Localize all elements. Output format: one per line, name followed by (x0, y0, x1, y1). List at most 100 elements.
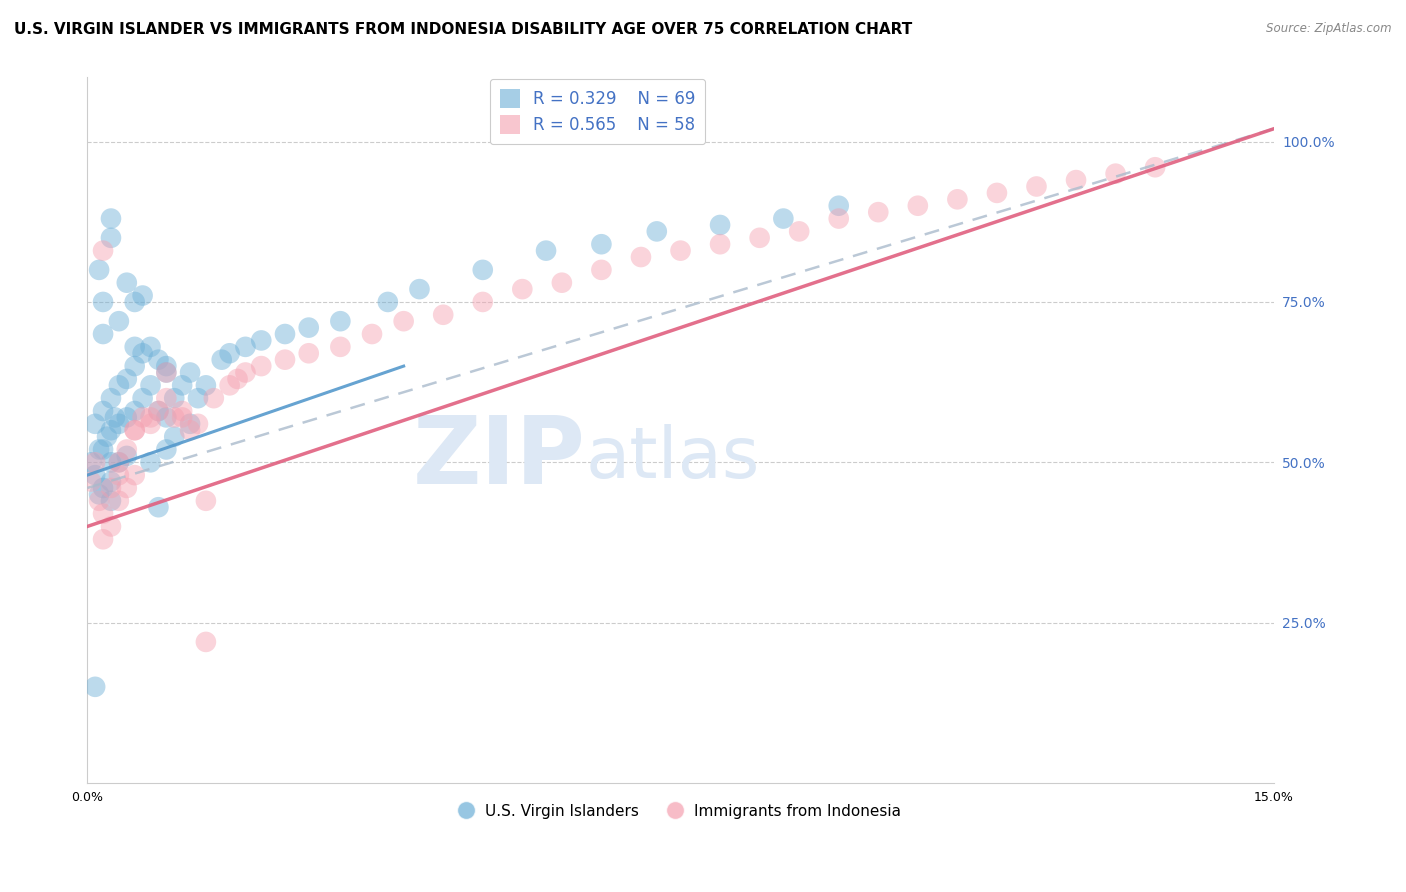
Point (202, 391, 225, 405)
Point (377, 295, 399, 310)
Point (669, 244, 692, 258)
Point (115, 276, 138, 290)
Point (124, 423, 146, 437)
Point (187, 417, 209, 431)
Point (250, 334, 273, 348)
Point (115, 442, 138, 457)
Point (91, 481, 114, 495)
Point (218, 346, 240, 360)
Text: ZIP: ZIP (413, 412, 585, 505)
Point (748, 231, 770, 245)
Point (534, 244, 557, 258)
Point (329, 314, 352, 328)
Point (591, 263, 613, 277)
Point (124, 404, 146, 418)
Point (100, 211, 122, 226)
Point (163, 410, 186, 425)
Point (84, 417, 107, 431)
Point (868, 205, 890, 219)
Point (155, 366, 177, 380)
Point (96, 430, 118, 444)
Point (87, 263, 110, 277)
Point (392, 314, 415, 328)
Point (235, 340, 257, 354)
Point (100, 423, 122, 437)
Point (250, 359, 273, 373)
Point (432, 308, 454, 322)
Point (828, 199, 851, 213)
Point (131, 391, 153, 405)
Point (172, 378, 194, 392)
Point (787, 224, 810, 238)
Point (172, 404, 194, 418)
Point (148, 352, 170, 367)
Point (155, 410, 177, 425)
Point (187, 391, 209, 405)
Point (274, 326, 297, 341)
Point (194, 378, 217, 392)
Point (131, 346, 153, 360)
Point (155, 366, 177, 380)
Point (1144, 160, 1167, 174)
Point (907, 199, 929, 213)
Point (108, 378, 131, 392)
Point (163, 430, 186, 444)
Point (709, 237, 731, 252)
Point (115, 410, 138, 425)
Point (124, 295, 146, 310)
Point (148, 500, 170, 515)
Point (139, 410, 162, 425)
Point (329, 340, 352, 354)
Point (131, 410, 153, 425)
Point (471, 263, 494, 277)
Point (91, 295, 114, 310)
Point (155, 442, 177, 457)
Point (84, 468, 107, 483)
Legend: U.S. Virgin Islanders, Immigrants from Indonesia: U.S. Virgin Islanders, Immigrants from I… (454, 797, 907, 825)
Point (510, 282, 533, 296)
Point (235, 366, 257, 380)
Point (104, 410, 127, 425)
Point (87, 487, 110, 501)
Point (194, 493, 217, 508)
Point (115, 481, 138, 495)
Point (179, 423, 201, 437)
Point (986, 186, 1008, 200)
Point (80, 455, 103, 469)
Point (91, 507, 114, 521)
Point (100, 391, 122, 405)
Point (124, 423, 146, 437)
Point (139, 378, 162, 392)
Point (139, 340, 162, 354)
Point (709, 218, 731, 232)
Text: Source: ZipAtlas.com: Source: ZipAtlas.com (1267, 22, 1392, 36)
Point (194, 635, 217, 649)
Point (139, 455, 162, 469)
Point (218, 378, 240, 392)
Point (226, 372, 249, 386)
Text: atlas: atlas (585, 424, 761, 493)
Point (1025, 179, 1047, 194)
Point (211, 352, 233, 367)
Point (124, 340, 146, 354)
Point (108, 455, 131, 469)
Point (84, 680, 107, 694)
Point (115, 449, 138, 463)
Point (108, 417, 131, 431)
Point (148, 404, 170, 418)
Point (108, 314, 131, 328)
Point (91, 442, 114, 457)
Point (100, 519, 122, 533)
Point (87, 493, 110, 508)
Point (172, 410, 194, 425)
Point (179, 417, 201, 431)
Point (163, 391, 186, 405)
Point (361, 326, 384, 341)
Point (155, 391, 177, 405)
Point (946, 192, 969, 206)
Point (91, 533, 114, 547)
Point (91, 326, 114, 341)
Point (155, 359, 177, 373)
Point (91, 244, 114, 258)
Point (100, 493, 122, 508)
